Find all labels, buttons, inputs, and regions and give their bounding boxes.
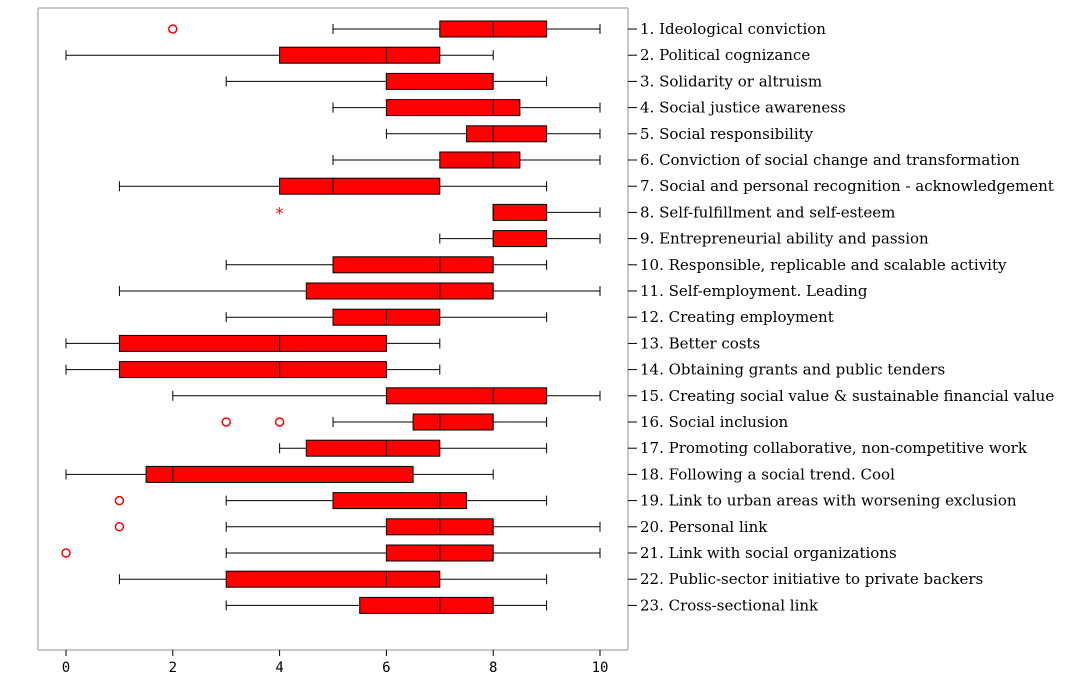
box-group [332, 151, 601, 169]
iqr-box [279, 177, 441, 195]
box-group [332, 99, 601, 117]
box-group [221, 413, 548, 431]
category-label: 11. Self-employment. Leading [640, 282, 868, 300]
category-label: 20. Personal link [640, 518, 768, 536]
category-labels: 1. Ideological conviction 2. Political co… [628, 20, 1054, 614]
x-tick-label: 4 [275, 660, 283, 676]
box-group [65, 46, 494, 64]
outlier-point [168, 24, 178, 34]
iqr-box [439, 151, 521, 169]
box-group [61, 544, 601, 562]
iqr-box [466, 125, 548, 143]
outlier-point [221, 417, 231, 427]
box-group [172, 387, 601, 405]
category-label: 15. Creating social value & sustainable … [640, 387, 1054, 405]
x-tick-label: 0 [62, 660, 70, 676]
box-group [225, 596, 548, 614]
iqr-box [305, 282, 494, 300]
box-group [65, 465, 494, 483]
category-label: 12. Creating employment [640, 308, 834, 326]
category-label: 6. Conviction of social change and trans… [640, 151, 1020, 169]
outlier-point [61, 548, 71, 558]
boxes-layer: * [61, 20, 601, 614]
box-group [225, 308, 548, 326]
box-group [118, 177, 548, 195]
category-label: 13. Better costs [640, 334, 760, 352]
box-group [439, 230, 601, 248]
category-label: 22. Public-sector initiative to private … [640, 570, 983, 588]
category-label: 10. Responsible, replicable and scalable… [640, 256, 1007, 274]
category-label: 16. Social inclusion [640, 413, 788, 431]
iqr-box [385, 72, 494, 90]
iqr-box [279, 46, 441, 64]
iqr-box [492, 230, 548, 248]
plot-frame [37, 7, 629, 651]
iqr-box [332, 492, 467, 510]
extreme-point: * [276, 203, 284, 222]
iqr-box [492, 203, 548, 221]
x-tick-label: 10 [592, 660, 609, 676]
box-group [114, 518, 601, 536]
iqr-box [359, 596, 494, 614]
box-group [225, 72, 548, 90]
iqr-box [118, 334, 387, 352]
x-axis: 0 2 4 6 8 10 [62, 650, 609, 676]
category-label: 3. Solidarity or altruism [640, 72, 822, 90]
iqr-box [385, 387, 548, 405]
category-label: 23. Cross-sectional link [640, 596, 819, 614]
box-group [65, 334, 441, 352]
box-group [168, 20, 601, 38]
box-group [225, 256, 548, 274]
iqr-box [118, 361, 387, 379]
category-label: 5. Social responsibility [640, 125, 814, 143]
outlier-point [114, 522, 125, 532]
category-label: 19. Link to urban areas with worsening e… [640, 492, 1017, 510]
box-group [118, 282, 601, 300]
iqr-box [145, 465, 414, 483]
box-group [385, 125, 601, 143]
iqr-box [412, 413, 494, 431]
iqr-box [305, 439, 441, 457]
box-group [65, 361, 441, 379]
category-label: 1. Ideological conviction [640, 20, 826, 38]
category-label: 17. Promoting collaborative, non-competi… [640, 439, 1028, 457]
iqr-box [385, 99, 521, 117]
category-label: 9. Entrepreneurial ability and passion [640, 230, 929, 248]
iqr-box [332, 256, 494, 274]
category-label: 18. Following a social trend. Cool [640, 465, 895, 483]
box-group [118, 570, 548, 588]
category-label: 8. Self-fulfillment and self-esteem [640, 203, 895, 221]
box-group: * [276, 203, 601, 222]
box-group [279, 439, 548, 457]
category-label: 4. Social justice awareness [640, 99, 846, 117]
category-label: 7. Social and personal recognition - ack… [640, 177, 1054, 195]
outlier-point [274, 417, 285, 427]
category-label: 2. Political cognizance [640, 46, 810, 64]
x-tick-label: 6 [382, 660, 390, 676]
x-tick-label: 2 [169, 660, 177, 676]
outlier-point [114, 495, 125, 506]
category-label: 14. Obtaining grants and public tenders [640, 361, 945, 379]
category-label: 21. Link with social organizations [640, 544, 897, 562]
iqr-box [225, 570, 441, 588]
box-group [114, 492, 548, 510]
x-tick-label: 8 [489, 660, 497, 676]
